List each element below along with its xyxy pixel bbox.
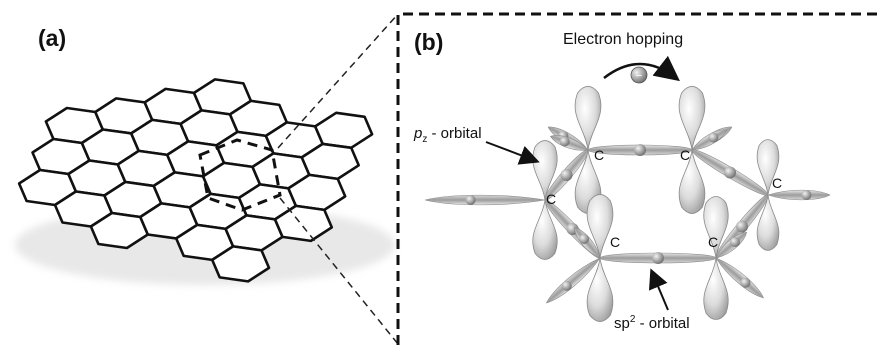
carbon-atom-label: C (610, 234, 620, 250)
sp2-orbital-label: sp2 - orbital (614, 314, 690, 332)
sp2-electron-icon (729, 237, 740, 248)
carbon-atom-label: C (680, 147, 690, 163)
sp2-electron-icon (465, 195, 476, 205)
electron-icon (630, 66, 648, 84)
electron-sign: − (636, 70, 642, 82)
pz-orbital-label: pz - orbital (413, 125, 482, 145)
sp2-electron-icon (559, 136, 570, 147)
panel-b-label: (b) (414, 29, 443, 55)
carbon-atom-label: C (708, 234, 718, 250)
lattice-hexagon (313, 111, 374, 150)
lattice-hexagon (210, 245, 271, 283)
panel-a-label: (a) (38, 25, 66, 51)
pz-lobe-upper (678, 86, 706, 151)
pz-pointer-arrow (485, 141, 540, 165)
pz-lobe-lower (586, 257, 614, 322)
sp2-lobe (715, 257, 765, 299)
electron-hopping-label: Electron hopping (563, 31, 683, 48)
bond-electron-icon (634, 144, 646, 156)
sp2-orbitals (424, 126, 831, 304)
highlighted-hexagon (198, 138, 282, 212)
sp2-lobe (545, 257, 601, 304)
hopping-arrow (603, 55, 680, 82)
bond-electron-icon (652, 252, 664, 264)
sp2-lobe (424, 194, 546, 206)
sp2-electron-icon (708, 132, 719, 143)
sp2-lobe (767, 189, 831, 201)
carbon-atom-label: C (546, 191, 556, 207)
bond-electron-icon (736, 220, 748, 233)
sp2-electron-icon (561, 280, 572, 291)
pz-lobe-upper (574, 86, 602, 151)
pz-lobe-upper (586, 194, 614, 259)
carbon-atom-label: C (772, 175, 782, 191)
sp2-electron-icon (740, 277, 751, 288)
graphene-lattice (17, 78, 374, 283)
pz-lobe-lower (703, 257, 729, 320)
sp2-pointer-arrow (648, 268, 669, 311)
pz-lobe-upper (703, 196, 729, 259)
bond-electron-icon (724, 166, 736, 179)
zoom-line-bottom (279, 197, 399, 345)
sp2-electron-icon (801, 190, 812, 200)
lattice-hexagon (273, 204, 334, 243)
carbon-atom-label: C (594, 147, 604, 163)
sp2-electron-icon (579, 234, 590, 245)
pz-lobe-lower (678, 149, 706, 214)
pz-lobe-upper (756, 139, 780, 196)
pz-lobe-lower (756, 194, 780, 251)
pz-lobe-lower (532, 199, 558, 260)
bond-electron-icon (560, 169, 573, 181)
zoom-line-top (277, 13, 399, 149)
pz-orbitals (532, 86, 780, 322)
